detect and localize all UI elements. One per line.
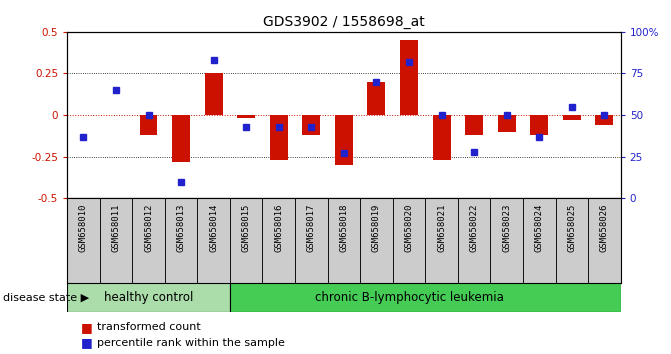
- Text: ■: ■: [81, 336, 93, 349]
- Bar: [335, 115, 353, 165]
- Bar: [140, 115, 158, 135]
- Bar: [230, 198, 262, 283]
- Text: ■: ■: [81, 321, 93, 334]
- Bar: [595, 115, 613, 125]
- Text: GSM658014: GSM658014: [209, 203, 218, 252]
- Bar: [400, 40, 418, 115]
- Bar: [238, 115, 255, 118]
- Text: GSM658025: GSM658025: [567, 203, 576, 252]
- Bar: [172, 115, 190, 162]
- Text: percentile rank within the sample: percentile rank within the sample: [97, 338, 285, 348]
- Title: GDS3902 / 1558698_at: GDS3902 / 1558698_at: [263, 16, 425, 29]
- Bar: [458, 198, 491, 283]
- Text: GSM658013: GSM658013: [176, 203, 186, 252]
- Text: GSM658016: GSM658016: [274, 203, 283, 252]
- Bar: [295, 198, 327, 283]
- Bar: [100, 198, 132, 283]
- Bar: [230, 283, 621, 312]
- Bar: [303, 115, 320, 135]
- Text: GSM658021: GSM658021: [437, 203, 446, 252]
- Bar: [165, 198, 197, 283]
- Text: transformed count: transformed count: [97, 322, 201, 332]
- Text: GSM658015: GSM658015: [242, 203, 251, 252]
- Bar: [563, 115, 581, 120]
- Text: GSM658020: GSM658020: [405, 203, 413, 252]
- Bar: [262, 198, 295, 283]
- Bar: [530, 115, 548, 135]
- Bar: [393, 198, 425, 283]
- Bar: [425, 198, 458, 283]
- Text: GSM658026: GSM658026: [600, 203, 609, 252]
- Text: healthy control: healthy control: [104, 291, 193, 304]
- Bar: [360, 198, 393, 283]
- Bar: [197, 198, 230, 283]
- Text: GSM658017: GSM658017: [307, 203, 316, 252]
- Bar: [433, 115, 450, 160]
- Bar: [67, 283, 230, 312]
- Bar: [556, 198, 588, 283]
- Bar: [205, 74, 223, 115]
- Text: GSM658022: GSM658022: [470, 203, 478, 252]
- Bar: [523, 198, 556, 283]
- Bar: [491, 198, 523, 283]
- Text: chronic B-lymphocytic leukemia: chronic B-lymphocytic leukemia: [315, 291, 503, 304]
- Text: GSM658024: GSM658024: [535, 203, 544, 252]
- Bar: [270, 115, 288, 160]
- Bar: [588, 198, 621, 283]
- Text: disease state ▶: disease state ▶: [3, 292, 89, 302]
- Text: GSM658019: GSM658019: [372, 203, 381, 252]
- Text: GSM658023: GSM658023: [502, 203, 511, 252]
- Bar: [327, 198, 360, 283]
- Bar: [132, 198, 165, 283]
- Text: GSM658011: GSM658011: [111, 203, 121, 252]
- Bar: [465, 115, 483, 135]
- Bar: [498, 115, 515, 132]
- Bar: [67, 198, 100, 283]
- Bar: [368, 82, 385, 115]
- Text: GSM658012: GSM658012: [144, 203, 153, 252]
- Text: GSM658018: GSM658018: [340, 203, 348, 252]
- Text: GSM658010: GSM658010: [79, 203, 88, 252]
